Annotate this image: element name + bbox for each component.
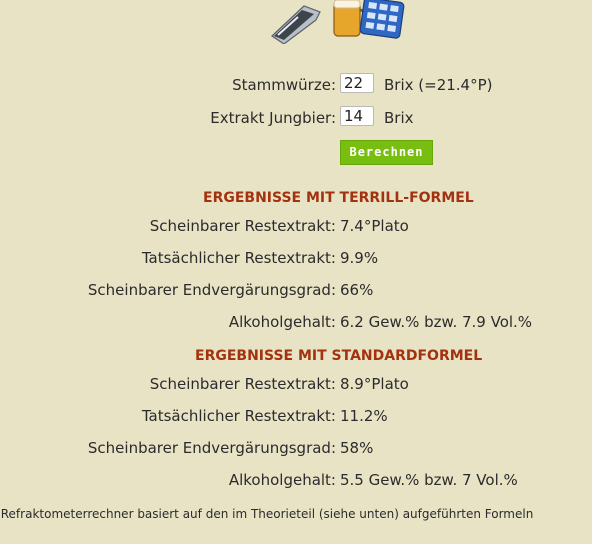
result-label: Alkoholgehalt: bbox=[228, 471, 336, 489]
result-label: Scheinbarer Restextrakt: bbox=[149, 375, 336, 393]
standard-heading: ERGEBNISSE MIT STANDARDFORMEL bbox=[195, 348, 483, 364]
extrakt-label: Extrakt Jungbier: bbox=[210, 109, 336, 127]
extrakt-input[interactable] bbox=[340, 106, 374, 126]
result-value: 8.9°Plato bbox=[340, 375, 409, 393]
berechnen-button[interactable]: Berechnen bbox=[340, 140, 433, 165]
extrakt-row: Extrakt Jungbier: Brix bbox=[0, 106, 592, 130]
result-value: 5.5 Gew.% bzw. 7 Vol.% bbox=[340, 471, 518, 489]
result-value: 9.9% bbox=[340, 249, 379, 267]
stammwuerze-row: Stammwürze: Brix (=21.4°P) bbox=[0, 73, 592, 97]
standard-row: Tatsächlicher Restextrakt: 11.2% bbox=[0, 407, 592, 429]
result-label: Scheinbarer Restextrakt: bbox=[149, 217, 336, 235]
result-value: 6.2 Gew.% bzw. 7.9 Vol.% bbox=[340, 313, 533, 331]
calculator-icon bbox=[359, 0, 405, 39]
result-value: 11.2% bbox=[340, 407, 388, 425]
terrill-row: Scheinbarer Endvergärungsgrad: 66% bbox=[0, 281, 592, 303]
result-label: Scheinbarer Endvergärungsgrad: bbox=[87, 281, 336, 299]
refractometer-icon bbox=[271, 5, 321, 44]
result-value: 58% bbox=[340, 439, 374, 457]
terrill-heading: ERGEBNISSE MIT TERRILL-FORMEL bbox=[203, 190, 474, 206]
footnote-text: r Refraktometerrechner basiert auf den i… bbox=[0, 507, 534, 521]
result-value: 66% bbox=[340, 281, 374, 299]
result-label: Alkoholgehalt: bbox=[228, 313, 336, 331]
stammwuerze-input[interactable] bbox=[340, 73, 374, 93]
result-label: Tatsächlicher Restextrakt: bbox=[141, 249, 336, 267]
result-label: Scheinbarer Endvergärungsgrad: bbox=[87, 439, 336, 457]
result-value: 7.4°Plato bbox=[340, 217, 409, 235]
refractometer-calculator-illustration bbox=[271, 0, 405, 44]
terrill-row: Tatsächlicher Restextrakt: 9.9% bbox=[0, 249, 592, 271]
stammwuerze-unit: Brix (=21.4°P) bbox=[384, 76, 493, 94]
result-label: Tatsächlicher Restextrakt: bbox=[141, 407, 336, 425]
standard-row: Scheinbarer Restextrakt: 8.9°Plato bbox=[0, 375, 592, 397]
terrill-row: Scheinbarer Restextrakt: 7.4°Plato bbox=[0, 217, 592, 239]
standard-row: Alkoholgehalt: 5.5 Gew.% bzw. 7 Vol.% bbox=[0, 471, 592, 493]
standard-row: Scheinbarer Endvergärungsgrad: 58% bbox=[0, 439, 592, 461]
terrill-row: Alkoholgehalt: 6.2 Gew.% bzw. 7.9 Vol.% bbox=[0, 313, 592, 335]
stammwuerze-label: Stammwürze: bbox=[232, 76, 336, 94]
extrakt-unit: Brix bbox=[384, 109, 414, 127]
